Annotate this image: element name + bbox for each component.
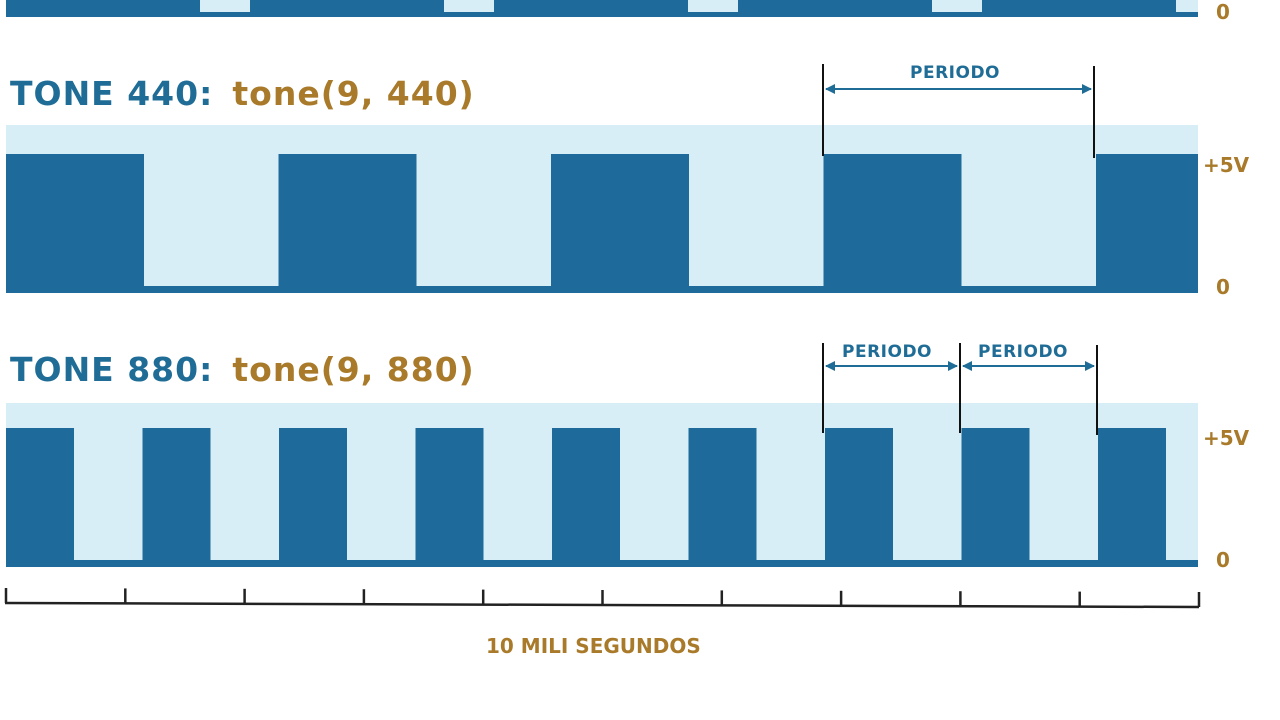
tone-880-pulse — [688, 428, 757, 566]
period-arrowhead-left — [962, 361, 972, 371]
tone-440-title-prefix: TONE 440: — [10, 74, 214, 113]
tone-440-pulse — [278, 154, 417, 292]
tone-440-baseline — [6, 286, 1198, 293]
tone-440-pulse — [6, 154, 144, 292]
tone-880-pulse — [279, 428, 347, 566]
tone-440-high-label: +5V — [1203, 153, 1250, 177]
tone-880-pulse — [1098, 428, 1166, 566]
tone-440-pulse — [1096, 154, 1198, 292]
period-arrowhead-left — [825, 361, 835, 371]
tone-440-title: TONE 440: tone(9, 440) — [10, 74, 475, 113]
tone-880-title-prefix: TONE 880: — [10, 350, 214, 389]
tone-880-pulse — [142, 428, 211, 566]
tone-440-pulse — [551, 154, 689, 292]
tone-440-low-label: 0 — [1216, 275, 1230, 299]
time-axis — [4, 588, 1201, 609]
tone-440-period-marker — [822, 64, 1095, 158]
tone-880-baseline — [6, 560, 1198, 567]
time-axis-label: 10 MILI SEGUNDOS — [486, 634, 701, 658]
top-partial-baseline — [6, 12, 1198, 17]
tone-880-period-label-2: PERIODO — [978, 342, 1069, 362]
tone-880-pulse — [825, 428, 893, 566]
tone-880-period-markers — [822, 343, 1098, 435]
top-partial-waveform — [6, 0, 1198, 17]
period-arrowhead-right — [1082, 84, 1092, 94]
tone-880-high-label: +5V — [1203, 426, 1250, 450]
period-arrowhead-right — [1085, 361, 1095, 371]
tone-440-waveform — [6, 125, 1198, 293]
tone-880-pulse — [552, 428, 620, 566]
tone-440-title-code: tone(9, 440) — [232, 74, 475, 113]
tone-880-pulse — [415, 428, 484, 566]
tone-880-pulse — [961, 428, 1030, 566]
period-arrowhead-right — [948, 361, 958, 371]
tone-880-title: TONE 880: tone(9, 880) — [10, 350, 475, 389]
tone-440-period-label: PERIODO — [910, 63, 1001, 83]
period-arrowhead-left — [825, 84, 835, 94]
tone-880-title-code: tone(9, 880) — [232, 350, 475, 389]
tone-880-low-label: 0 — [1216, 548, 1230, 572]
tone-880-waveform — [6, 403, 1198, 567]
tone-880-pulse — [6, 428, 74, 566]
tone-440-pulse — [823, 154, 962, 292]
tone-880-period-label-1: PERIODO — [842, 342, 933, 362]
top-zero-label: 0 — [1216, 0, 1230, 24]
